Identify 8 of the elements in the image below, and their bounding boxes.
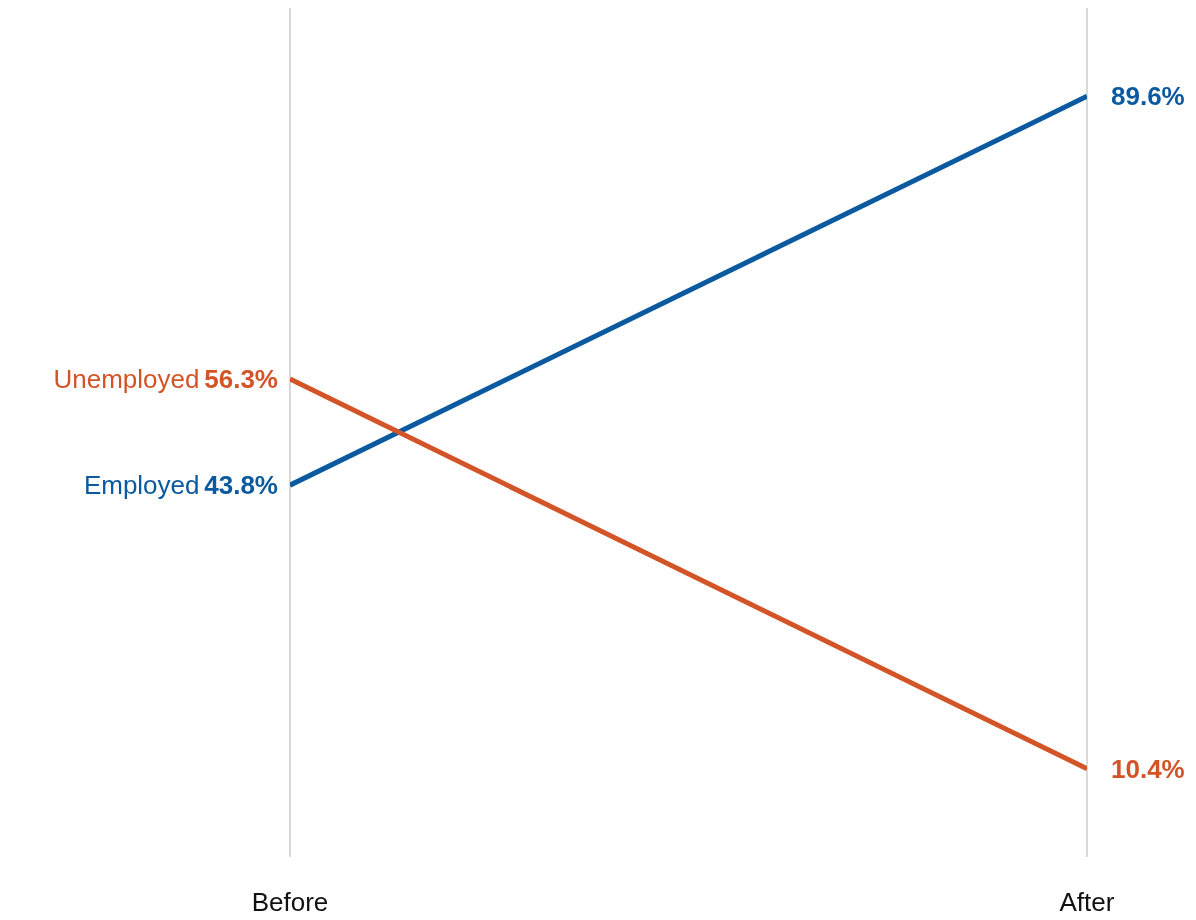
data-label: 56.3% bbox=[204, 364, 278, 395]
data-label: 10.4% bbox=[1111, 753, 1185, 784]
data-label: 43.8% bbox=[204, 470, 278, 501]
text: Unemployed bbox=[53, 364, 200, 395]
x-tick-label: After bbox=[1059, 887, 1115, 918]
data-label: 89.6% bbox=[1111, 81, 1185, 112]
text: Employed bbox=[83, 470, 200, 501]
x-tick-label: Before bbox=[251, 887, 329, 918]
